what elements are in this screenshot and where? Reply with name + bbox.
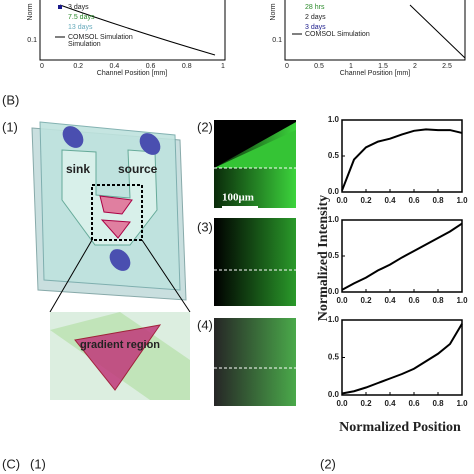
panel-a-right: Norm 0.1 28 hrs 2 days 3 days COMSOL Sim… xyxy=(270,0,466,77)
x-tick-label: 2.5 xyxy=(442,63,452,70)
legend: COMSOL Simulation xyxy=(305,31,370,38)
micrographs xyxy=(214,120,296,406)
x-tick-label: 0.4 xyxy=(384,399,396,408)
sub-label: (3) xyxy=(197,219,213,234)
y-tick-label: 0.0 xyxy=(328,287,340,296)
sub-label: (2) xyxy=(320,456,336,471)
sink-label: sink xyxy=(66,162,90,176)
y-tick-label: 0.5 xyxy=(328,151,340,160)
x-tick-label: 0.4 xyxy=(110,63,120,70)
sub-label: (1) xyxy=(2,119,18,134)
gradient-label: gradient region xyxy=(80,339,160,351)
y-tick-label: 1.0 xyxy=(328,215,340,224)
x-tick-label: 0 xyxy=(40,63,44,70)
legend: 13 days xyxy=(68,24,93,31)
x-label: Normalized Position xyxy=(339,420,461,435)
profile-line xyxy=(341,128,463,191)
profile-plots: 0.0 0.2 0.4 0.6 0.8 1.0 0.0 0.5 1.0 0.0 0.2 0.4 0.6 0… xyxy=(328,115,468,408)
legend: Simulation xyxy=(68,41,101,48)
x-tick-label: 0.0 xyxy=(336,296,348,305)
x-tick-label: 0.6 xyxy=(408,296,420,305)
legend: COMSOL Simulation xyxy=(68,34,133,41)
x-tick-label: 0.6 xyxy=(408,196,420,205)
y-label: Norm xyxy=(270,3,277,20)
y-tick-label: 0.5 xyxy=(328,353,340,362)
y-tick-label: 0.5 xyxy=(328,251,340,260)
y-tick-label: 0.0 xyxy=(328,390,340,399)
axes xyxy=(284,0,466,61)
x-tick-label: 1.0 xyxy=(456,196,468,205)
panel-label: (C) xyxy=(2,456,20,471)
panel-a-left: Norm 0.1 3 days 7.5 days 13 days COMSOL … xyxy=(27,0,226,77)
x-label: Channel Position [mm] xyxy=(97,70,167,77)
axes xyxy=(39,0,226,61)
x-tick-label: 0.8 xyxy=(182,63,192,70)
x-tick-label: 2 xyxy=(413,63,417,70)
x-label: Channel Position [mm] xyxy=(340,70,410,77)
panel-label: (B) xyxy=(2,92,19,107)
profile-line xyxy=(341,323,463,395)
tick: 0.1 xyxy=(272,37,282,44)
x-tick-label: 1 xyxy=(221,63,225,70)
y-tick-label: 1.0 xyxy=(328,115,340,124)
x-tick-label: 0.6 xyxy=(146,63,156,70)
sim-line xyxy=(409,4,466,59)
x-tick-label: 0.4 xyxy=(384,296,396,305)
x-tick-label: 0.8 xyxy=(432,296,444,305)
y-label: Normalized Intensity xyxy=(316,195,331,321)
x-tick-label: 1 xyxy=(349,63,353,70)
x-tick-label: 1.0 xyxy=(456,296,468,305)
device xyxy=(31,121,191,313)
zoom-view xyxy=(50,312,190,400)
scale-bar: 100μm xyxy=(222,192,254,204)
legend: 28 hrs xyxy=(305,4,325,11)
x-tick-label: 0.8 xyxy=(432,399,444,408)
tick: 0.1 xyxy=(27,37,37,44)
legend: 3 days xyxy=(305,24,326,31)
x-tick-label: 0.0 xyxy=(336,399,348,408)
legend-marker xyxy=(58,5,62,9)
x-tick-label: 0.4 xyxy=(384,196,396,205)
x-tick-label: 1.0 xyxy=(456,399,468,408)
x-tick-label: 0.8 xyxy=(432,196,444,205)
x-ticks: 0 0.2 0.4 0.6 0.8 1 xyxy=(40,63,225,70)
legend: 3 days xyxy=(68,4,89,11)
profile-line xyxy=(341,222,463,291)
x-tick-label: 0.6 xyxy=(408,399,420,408)
x-tick-label: 0 xyxy=(285,63,289,70)
y-tick-label: 1.0 xyxy=(328,315,340,324)
legend: 7.5 days xyxy=(68,14,95,21)
x-tick-label: 1.5 xyxy=(378,63,388,70)
legend: 2 days xyxy=(305,14,326,21)
sub-label: (1) xyxy=(30,456,46,471)
y-label: Norm xyxy=(27,3,34,20)
x-tick-label: 0.0 xyxy=(336,196,348,205)
x-tick-label: 0.5 xyxy=(314,63,324,70)
x-ticks: 0 0.5 1 1.5 2 2.5 xyxy=(285,63,452,70)
x-tick-label: 0.2 xyxy=(360,399,372,408)
axes-frame xyxy=(341,319,463,396)
y-tick-label: 0.0 xyxy=(328,187,340,196)
sub-label: (4) xyxy=(197,317,213,332)
sub-label: (2) xyxy=(197,119,213,134)
source-label: source xyxy=(118,162,158,176)
sim-line xyxy=(59,4,216,56)
x-tick-label: 0.2 xyxy=(360,196,372,205)
x-tick-label: 0.2 xyxy=(360,296,372,305)
x-tick-label: 0.2 xyxy=(73,63,83,70)
